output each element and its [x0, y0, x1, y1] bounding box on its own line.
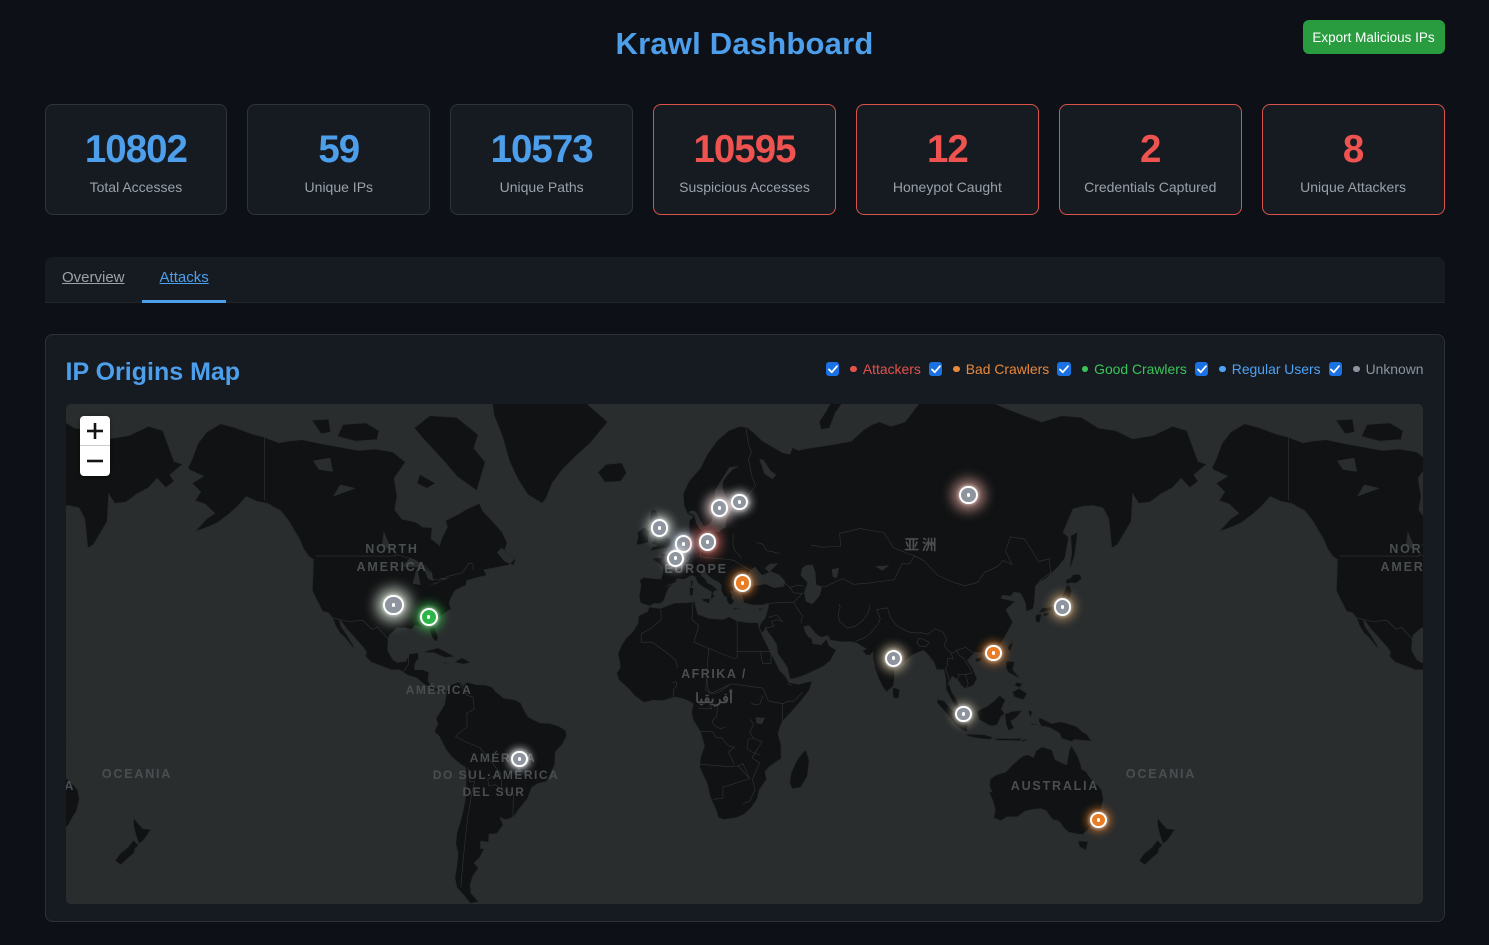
svg-text:亚洲: 亚洲	[904, 537, 939, 554]
svg-text:DO SUL·AMÉRICA: DO SUL·AMÉRICA	[432, 767, 558, 782]
svg-text:AMÉRICA: AMÉRICA	[405, 682, 472, 697]
svg-text:AFRIKA /: AFRIKA /	[681, 667, 747, 681]
svg-text:OCEANIA: OCEANIA	[1125, 767, 1195, 781]
svg-text:AUSTRALIA: AUSTRALIA	[1010, 779, 1098, 793]
svg-text:NORTH: NORTH	[365, 542, 418, 556]
svg-text:أفريقيا: أفريقيا	[695, 688, 733, 707]
svg-text:AMERICA: AMERICA	[356, 560, 427, 574]
svg-text:DEL SUR: DEL SUR	[462, 785, 525, 799]
